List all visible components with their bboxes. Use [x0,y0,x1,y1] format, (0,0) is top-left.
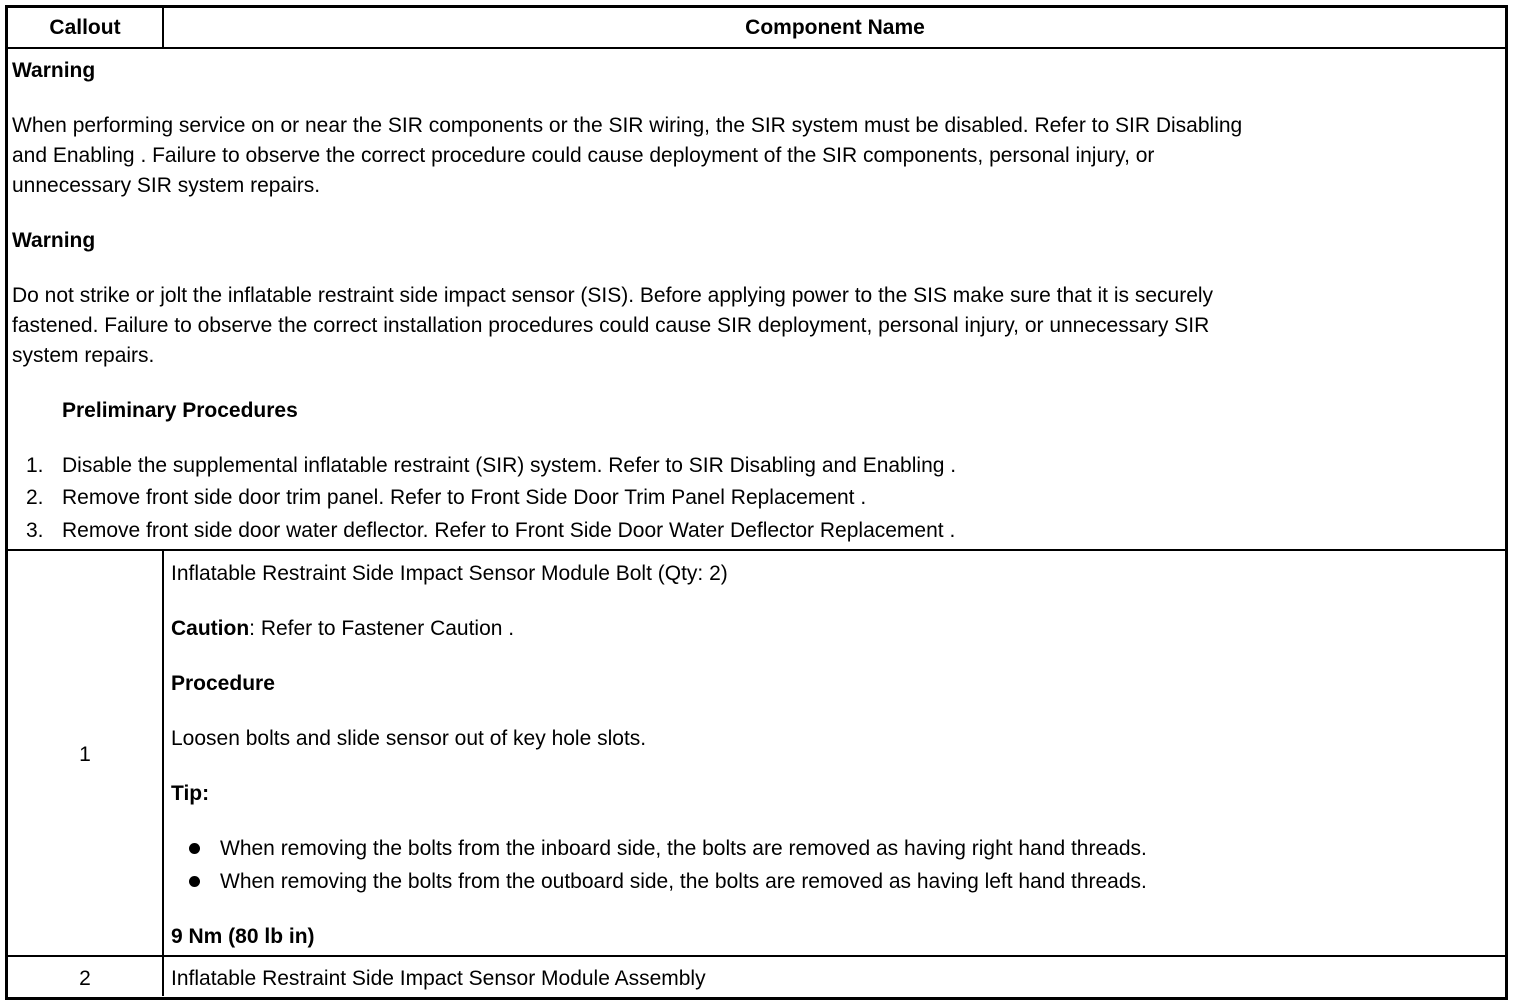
warning-title: Warning [12,229,96,252]
procedure-text: Loosen bolts and slide sensor out of key… [171,727,647,750]
component-table [5,5,1508,1000]
column-divider [162,550,164,996]
header-component-name: Component Name [745,16,925,39]
callout-number: 1 [79,743,91,766]
bullet-icon [189,843,200,854]
warning-title: Warning [12,59,96,82]
component-name: Inflatable Restraint Side Impact Sensor … [171,967,706,990]
tip-label: Tip: [171,782,210,805]
tip-text: When removing the bolts from the inboard… [220,837,1147,860]
caution-line: Caution: Refer to Fastener Caution . [171,614,514,644]
step-text: Remove front side door water deflector. … [62,519,956,542]
procedure-label: Procedure [171,672,275,695]
step-number: 1. [26,454,44,477]
preliminary-title: Preliminary Procedures [62,399,298,422]
step-number: 2. [26,486,44,509]
column-divider [162,6,164,48]
component-name: Inflatable Restraint Side Impact Sensor … [171,562,728,585]
torque-spec: 9 Nm (80 lb in) [171,925,315,948]
warning-text: and Enabling . Failure to observe the co… [12,144,1155,167]
warning-text: fastened. Failure to observe the correct… [12,314,1210,337]
header-callout: Callout [49,16,121,39]
caution-label: Caution [171,617,250,640]
warning-text: unnecessary SIR system repairs. [12,174,321,197]
header-divider [6,47,1506,49]
callout-number: 2 [79,967,91,990]
step-number: 3. [26,519,44,542]
warning-text: system repairs. [12,344,155,367]
warning-text: Do not strike or jolt the inflatable res… [12,284,1214,307]
row-divider [6,955,1506,957]
tip-text: When removing the bolts from the outboar… [220,870,1147,893]
row-divider [6,549,1506,551]
bullet-icon [189,876,200,887]
step-text: Disable the supplemental inflatable rest… [62,454,957,477]
caution-text: : Refer to Fastener Caution . [249,617,515,640]
warning-text: When performing service on or near the S… [12,114,1243,137]
step-text: Remove front side door trim panel. Refer… [62,486,867,509]
